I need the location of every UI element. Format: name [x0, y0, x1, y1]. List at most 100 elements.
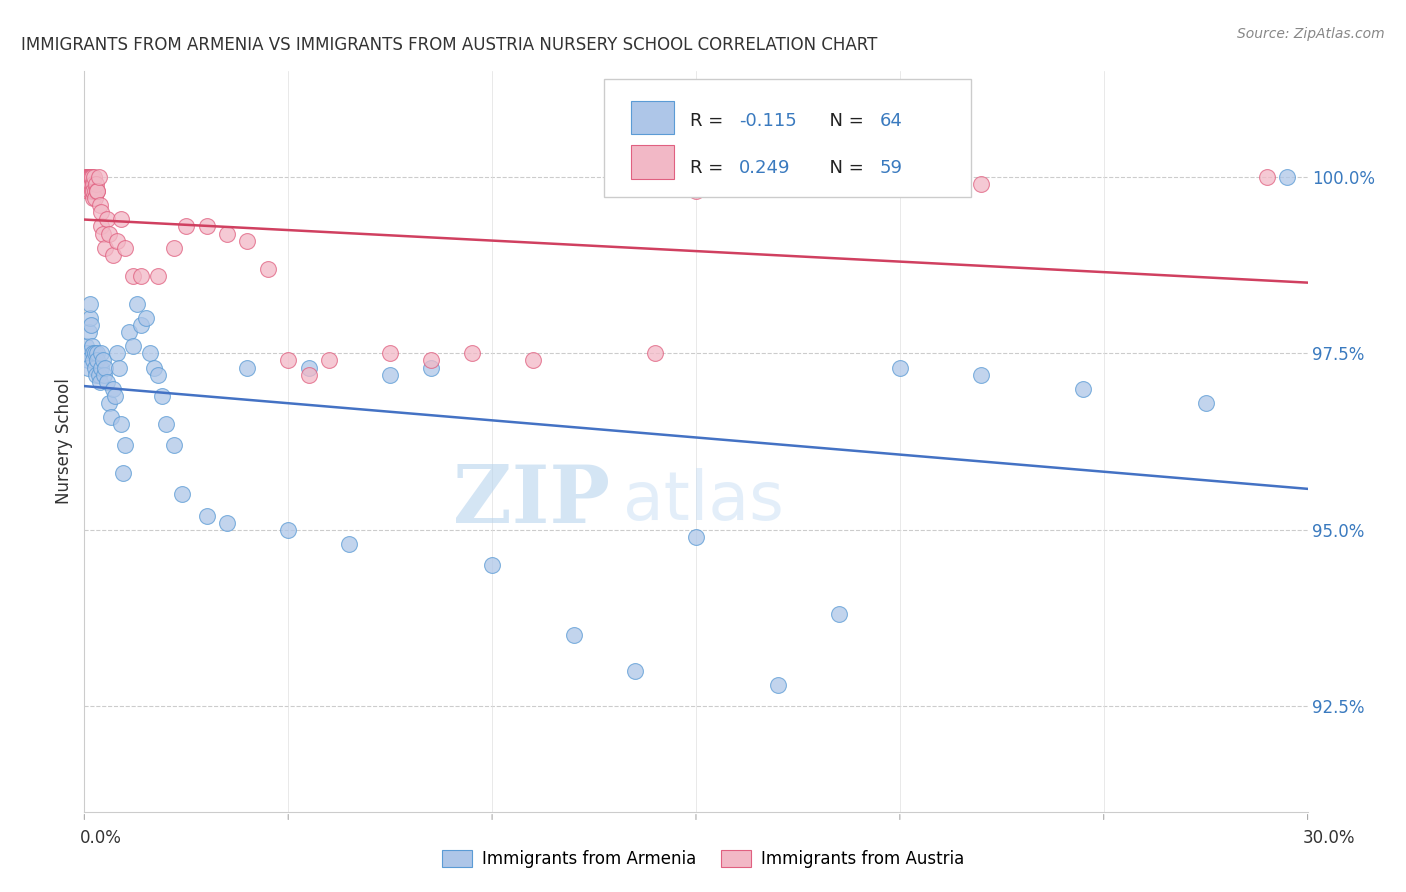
Point: [82, 346, 104, 360]
Point: [82, 353, 104, 368]
Point: [96, 375, 118, 389]
Point: [339, 537, 361, 551]
Legend: Immigrants from Armenia, Immigrants from Austria: Immigrants from Armenia, Immigrants from…: [434, 843, 972, 875]
Point: [86, 184, 108, 198]
Text: 59: 59: [880, 159, 903, 177]
Point: [79, 170, 101, 185]
Point: [112, 467, 135, 481]
Point: [76, 170, 98, 185]
Point: [82, 191, 104, 205]
Point: [138, 346, 160, 360]
Point: [131, 318, 153, 333]
Point: [77, 170, 100, 185]
Point: [114, 438, 136, 452]
Point: [522, 353, 544, 368]
Point: [766, 170, 789, 185]
Point: [90, 346, 112, 360]
Point: [84, 360, 107, 375]
Point: [420, 360, 443, 375]
Point: [79, 184, 101, 198]
Text: N =: N =: [818, 112, 870, 130]
Point: [80, 318, 103, 333]
Point: [236, 234, 259, 248]
Point: [257, 261, 280, 276]
Point: [90, 205, 112, 219]
Point: [96, 212, 118, 227]
Point: [77, 184, 100, 198]
Point: [624, 664, 647, 678]
Text: atlas: atlas: [623, 467, 783, 533]
Point: [77, 325, 100, 339]
Text: Source: ZipAtlas.com: Source: ZipAtlas.com: [1237, 27, 1385, 41]
Point: [277, 523, 299, 537]
Text: 64: 64: [880, 112, 903, 130]
Point: [79, 297, 101, 311]
FancyBboxPatch shape: [605, 78, 972, 197]
Point: [135, 311, 157, 326]
Point: [174, 219, 197, 234]
Point: [91, 227, 114, 241]
Point: [1195, 396, 1218, 410]
Point: [461, 346, 484, 360]
Text: 0.249: 0.249: [738, 159, 790, 177]
Point: [76, 346, 98, 360]
Point: [101, 382, 124, 396]
Point: [685, 184, 707, 198]
Point: [562, 628, 585, 642]
Point: [318, 353, 340, 368]
Point: [155, 417, 177, 431]
Point: [80, 339, 103, 353]
Point: [104, 389, 127, 403]
Point: [97, 227, 120, 241]
Point: [1277, 170, 1299, 185]
Point: [84, 368, 107, 382]
Point: [277, 353, 299, 368]
Point: [79, 311, 101, 326]
Point: [122, 268, 145, 283]
Point: [90, 219, 112, 234]
Point: [110, 212, 132, 227]
Point: [131, 268, 153, 283]
Point: [1073, 382, 1095, 396]
Point: [146, 368, 169, 382]
Point: [89, 198, 111, 212]
Point: [87, 170, 110, 185]
Text: -0.115: -0.115: [738, 112, 797, 130]
Point: [91, 353, 114, 368]
FancyBboxPatch shape: [631, 145, 673, 178]
Point: [84, 177, 107, 191]
Point: [105, 234, 128, 248]
Point: [127, 297, 149, 311]
Point: [93, 241, 115, 255]
Text: ZIP: ZIP: [453, 462, 610, 540]
Point: [89, 375, 111, 389]
Point: [420, 353, 443, 368]
Point: [86, 353, 108, 368]
Text: 0.0%: 0.0%: [80, 829, 122, 847]
Point: [172, 487, 194, 501]
Point: [1256, 170, 1278, 185]
Y-axis label: Nursery School: Nursery School: [55, 378, 73, 505]
Text: N =: N =: [818, 159, 870, 177]
Point: [217, 227, 239, 241]
Point: [848, 177, 870, 191]
Point: [101, 248, 124, 262]
Point: [163, 438, 186, 452]
Text: IMMIGRANTS FROM ARMENIA VS IMMIGRANTS FROM AUSTRIA NURSERY SCHOOL CORRELATION CH: IMMIGRANTS FROM ARMENIA VS IMMIGRANTS FR…: [21, 36, 877, 54]
Point: [118, 325, 141, 339]
Point: [146, 268, 169, 283]
Point: [685, 530, 707, 544]
Point: [163, 241, 186, 255]
Point: [86, 346, 108, 360]
Point: [828, 607, 851, 622]
Point: [75, 170, 97, 185]
Point: [150, 389, 173, 403]
Text: R =: R =: [690, 112, 728, 130]
Point: [80, 170, 103, 185]
Point: [970, 368, 993, 382]
Point: [93, 368, 115, 382]
Point: [298, 360, 321, 375]
Point: [82, 177, 104, 191]
Point: [236, 360, 259, 375]
Point: [82, 170, 104, 185]
